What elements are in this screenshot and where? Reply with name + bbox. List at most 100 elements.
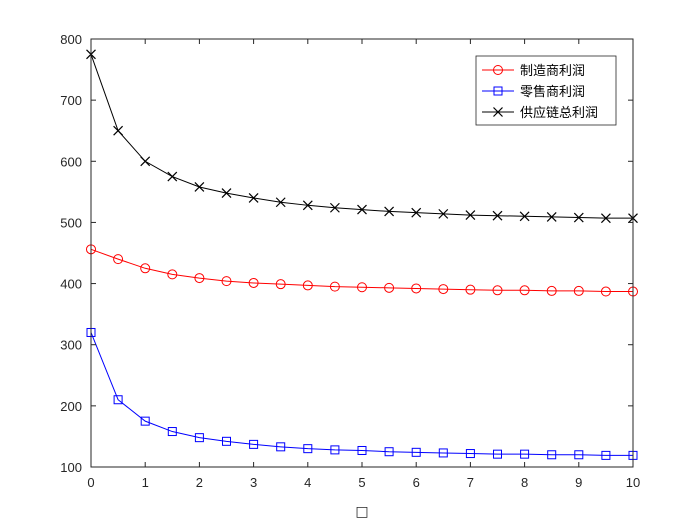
x-marker-stroke — [411, 207, 422, 218]
data-point — [357, 282, 367, 293]
data-point — [492, 210, 503, 221]
data-point — [248, 193, 259, 203]
data-point — [329, 281, 340, 292]
data-point — [465, 210, 476, 221]
x-marker-stroke — [194, 182, 205, 192]
x-tick-label: 3 — [250, 475, 257, 490]
x-tick-label: 10 — [626, 475, 640, 490]
data-point — [330, 445, 340, 455]
x-tick-label: 0 — [87, 475, 94, 490]
x-marker-stroke — [492, 210, 503, 221]
data-point — [249, 439, 259, 449]
x-tick-label: 8 — [521, 475, 528, 490]
x-tick-label: 1 — [142, 475, 149, 490]
data-point — [384, 447, 394, 457]
data-point — [519, 211, 530, 222]
data-point — [275, 197, 286, 208]
data-point — [276, 442, 286, 452]
data-point — [547, 450, 557, 460]
x-marker-stroke — [275, 197, 286, 208]
x-marker-stroke — [357, 204, 367, 215]
data-point — [222, 436, 231, 446]
data-point — [194, 433, 204, 443]
data-point — [384, 282, 395, 293]
data-point — [492, 285, 503, 296]
data-point — [302, 200, 313, 211]
axes-layer: 0 1 2 3 4 5 6 7 8 9 10 100 200 300 400 500 600 700 800 — [60, 32, 640, 490]
y-tick-label: 800 — [60, 32, 82, 47]
x-tick-label: 7 — [467, 475, 474, 490]
data-point — [574, 450, 584, 460]
data-point — [303, 444, 313, 454]
data-point — [600, 213, 611, 224]
legend-label: 制造商利润 — [520, 64, 585, 79]
data-point — [194, 182, 205, 192]
data-point — [601, 450, 611, 460]
data-point — [302, 280, 313, 291]
legend-item: 零售商利润 — [482, 84, 585, 100]
x-marker-stroke — [465, 210, 476, 221]
legend-marker — [493, 65, 503, 75]
legend-item: 供应链总利润 — [482, 105, 598, 121]
data-point — [329, 202, 340, 213]
series-line — [90, 332, 633, 456]
data-point — [411, 447, 421, 457]
y-tick-label: 600 — [60, 154, 82, 169]
y-tick-label: 300 — [60, 338, 82, 353]
data-point — [140, 263, 151, 274]
data-point — [140, 156, 151, 167]
data-point — [221, 276, 232, 287]
x-marker-stroke — [438, 208, 449, 219]
data-point — [194, 273, 205, 284]
data-point — [248, 277, 259, 288]
x-marker-stroke — [519, 211, 530, 222]
x-marker-stroke — [302, 200, 313, 211]
y-tick-label: 200 — [60, 399, 82, 414]
data-point — [519, 285, 530, 296]
x-marker-stroke — [329, 202, 340, 213]
data-point — [438, 448, 448, 458]
data-point — [357, 445, 367, 455]
x-marker-stroke — [493, 107, 503, 117]
legend-label: 零售商利润 — [520, 84, 585, 100]
data-point — [167, 427, 177, 437]
x-tick-label: 9 — [575, 475, 582, 490]
data-point — [573, 212, 584, 223]
data-point — [465, 284, 476, 295]
x-axis-label: □ — [355, 504, 368, 520]
x-tick-label: 4 — [304, 475, 311, 490]
data-point — [140, 416, 150, 426]
data-point — [411, 207, 422, 218]
data-point — [493, 449, 502, 459]
x-marker-stroke — [167, 171, 178, 182]
y-tick-label: 100 — [60, 460, 82, 475]
x-tick-label: 6 — [413, 475, 420, 490]
data-point — [600, 286, 611, 297]
series-layer — [86, 49, 638, 460]
series-2 — [86, 327, 638, 460]
x-marker-stroke — [140, 156, 151, 167]
x-marker-stroke — [546, 212, 557, 222]
x-marker-stroke — [221, 188, 232, 199]
x-tick-label: 2 — [196, 475, 203, 490]
x-marker-stroke — [248, 193, 259, 203]
legend-marker — [493, 86, 503, 96]
y-tick-label: 500 — [60, 215, 82, 230]
y-tick-label: 700 — [60, 93, 82, 108]
data-point — [113, 395, 123, 405]
series-3 — [86, 49, 638, 224]
data-point — [465, 449, 475, 459]
data-point — [411, 283, 422, 294]
x-marker-stroke — [600, 213, 611, 224]
x-tick-label: 5 — [358, 475, 365, 490]
y-tick-label: 400 — [60, 277, 82, 292]
data-point — [221, 188, 232, 199]
x-marker-stroke — [384, 206, 395, 217]
data-point — [520, 449, 530, 459]
data-point — [167, 269, 178, 280]
x-marker-stroke — [113, 125, 124, 136]
data-point — [438, 284, 449, 295]
